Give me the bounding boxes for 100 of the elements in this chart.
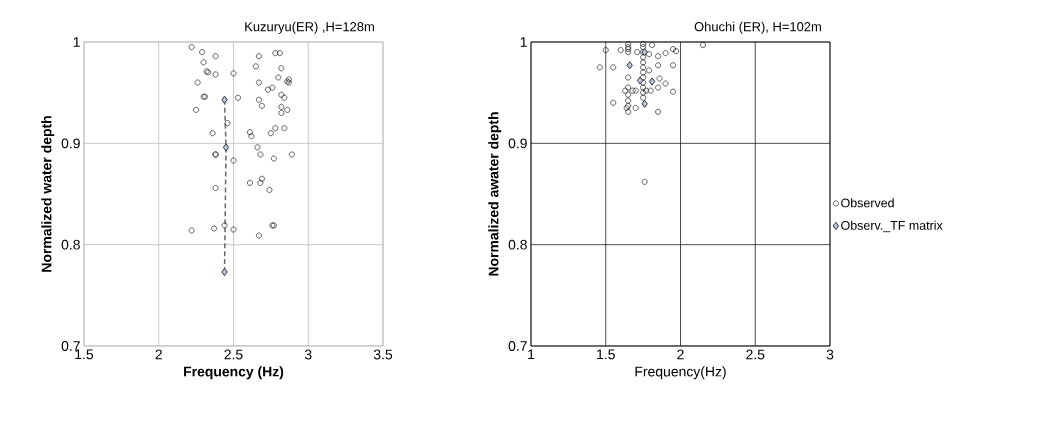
point (622, 87, 629, 94)
point (655, 53, 661, 60)
point (224, 120, 231, 126)
x-tick-label: 3.5 (373, 349, 393, 360)
y-tick-label: 0.8 (61, 239, 80, 250)
point (248, 133, 255, 140)
point (221, 95, 228, 104)
point (247, 129, 253, 136)
point (221, 267, 228, 277)
x-tick-label: 2.5 (224, 349, 243, 360)
y-tick-label: 0.9 (508, 138, 527, 149)
chart-title: Ohuchi (ER), H=102m (694, 21, 821, 34)
point (212, 71, 219, 78)
x-tick-label: 2.5 (746, 349, 765, 360)
legend-label: Observ._TF matrix (841, 220, 943, 233)
point (670, 62, 676, 69)
point (281, 94, 288, 101)
point (670, 88, 676, 95)
point (272, 125, 279, 132)
point (656, 75, 663, 82)
point (253, 63, 259, 70)
y-axis-title: Normalized awater depth (488, 112, 502, 276)
point (640, 69, 647, 76)
point (272, 50, 279, 57)
point (625, 91, 632, 98)
point (634, 49, 641, 56)
point (662, 50, 669, 57)
legend-label: Observed (841, 198, 894, 208)
y-axis-title: Normalized water depth (41, 116, 55, 272)
point (199, 49, 205, 56)
point (278, 103, 285, 110)
point (275, 74, 282, 81)
point (602, 47, 609, 53)
point (662, 80, 669, 87)
point (212, 53, 219, 60)
point (640, 59, 647, 66)
point (646, 67, 652, 74)
point (632, 104, 639, 111)
point (617, 47, 624, 53)
point (276, 50, 283, 57)
point (230, 70, 237, 77)
point (629, 87, 636, 94)
point (641, 99, 648, 108)
point (632, 87, 639, 94)
point (194, 79, 201, 86)
point (610, 99, 617, 106)
x-tick-label: 3 (826, 349, 834, 360)
point (640, 44, 647, 50)
point (257, 179, 264, 186)
point (649, 42, 655, 48)
point (212, 185, 219, 191)
y-tick-label: 0.9 (61, 138, 80, 149)
point (285, 76, 292, 83)
point (655, 109, 661, 115)
y-tick-label: 0.7 (61, 341, 80, 351)
point (625, 97, 632, 104)
point (625, 109, 632, 115)
point (259, 175, 265, 182)
y-tick-label: 0.7 (508, 341, 527, 351)
point (640, 41, 647, 47)
point (288, 151, 295, 158)
point (640, 54, 647, 61)
point (270, 155, 277, 162)
point (278, 110, 285, 116)
point (647, 87, 654, 94)
x-tick-label: 2 (155, 349, 162, 360)
point (284, 107, 291, 113)
point (193, 107, 200, 113)
point (648, 77, 656, 86)
point (643, 87, 650, 94)
x-axis-title: Frequency(Hz) (635, 366, 726, 380)
point (269, 84, 276, 91)
point (641, 178, 648, 185)
point (278, 91, 285, 98)
y-tick-label: 1 (73, 37, 80, 47)
point (626, 61, 633, 70)
point (655, 62, 661, 69)
point (673, 48, 679, 55)
point (655, 84, 661, 91)
point (235, 94, 241, 101)
point (278, 65, 285, 72)
point (256, 232, 262, 239)
point (200, 59, 207, 66)
point (230, 157, 237, 164)
point (640, 79, 647, 86)
x-axis-title: Frequency (Hz) (184, 366, 284, 380)
point (700, 42, 706, 48)
point (256, 53, 262, 60)
point (636, 76, 644, 85)
point (640, 64, 647, 71)
point (257, 151, 264, 158)
point (640, 94, 647, 101)
point (209, 130, 216, 137)
x-tick-label: 1.5 (597, 349, 615, 360)
point (640, 89, 647, 96)
point (625, 84, 632, 91)
point (281, 125, 288, 132)
x-tick-label: 2 (677, 349, 684, 360)
point (265, 86, 271, 93)
point (222, 143, 230, 152)
